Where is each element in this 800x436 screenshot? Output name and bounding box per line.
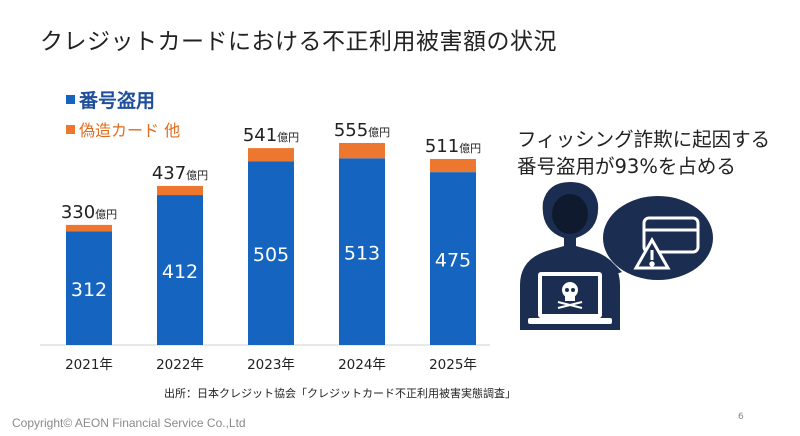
bar-primary [248,161,294,345]
bar-secondary [339,143,385,159]
bar-secondary [248,148,294,162]
bar-primary [157,195,203,345]
bar-total-label: 437億円 [152,163,208,184]
x-tick-label: 2025年 [429,357,477,373]
bar-value-label: 475 [435,250,471,272]
legend-item-secondary: 偽造カード 他 [66,117,180,141]
bar-total-label: 541億円 [243,125,299,146]
callout-line-1: フィッシング詐欺に起因する [517,128,771,151]
warning-card-icon [633,216,700,270]
bar-value-label: 513 [344,243,380,265]
chart-legend: 番号盗用 偽造カード 他 [66,86,180,141]
bar-value-label: 312 [71,279,107,301]
stacked-bar-chart: 312 330億円 2021年 412 437億円 2022年 505 541億円 2023年 5… [40,120,490,373]
page-title: クレジットカードにおける不正利用被害額の状況 [40,29,557,55]
legend-label-primary: 番号盗用 [79,90,156,112]
bar-total-label: 330億円 [61,202,117,223]
x-tick-label: 2024年 [338,357,386,373]
legend-swatch-secondary [66,124,75,134]
x-tick-label: 2023年 [247,357,295,373]
bar-primary [339,158,385,345]
copyright: Copyright© AEON Financial Service Co.,Lt… [12,416,246,430]
source-note: 出所：日本クレジット協会「クレジットカード不正利用被害実態調査」 [164,387,516,400]
page-number: 6 [738,412,744,422]
callout-note: フィッシング詐欺に起因する 番号盗用が93%を占める [517,126,770,180]
bar-total-label: 555億円 [334,120,390,141]
bar-primary [66,231,112,345]
x-tick-label: 2021年 [65,357,113,373]
callout-line-2: 番号盗用が93%を占める [517,155,736,178]
bar-secondary [66,224,112,232]
bar-secondary [430,159,476,173]
bar-value-label: 505 [253,244,289,266]
legend-item-primary: 番号盗用 [66,86,180,113]
chart-bars: 312 330億円 2021年 412 437億円 2022年 505 541億円 2023年 5… [61,120,481,373]
bar-total-label: 511億円 [425,136,481,157]
bar-value-label: 412 [162,261,198,283]
hacker-icon [520,182,620,330]
hacker-illustration [520,182,713,330]
legend-label-secondary: 偽造カード 他 [79,121,181,140]
legend-swatch-primary [66,95,75,104]
bar-secondary [157,185,203,196]
x-tick-label: 2022年 [156,357,204,373]
bar-primary [430,172,476,345]
